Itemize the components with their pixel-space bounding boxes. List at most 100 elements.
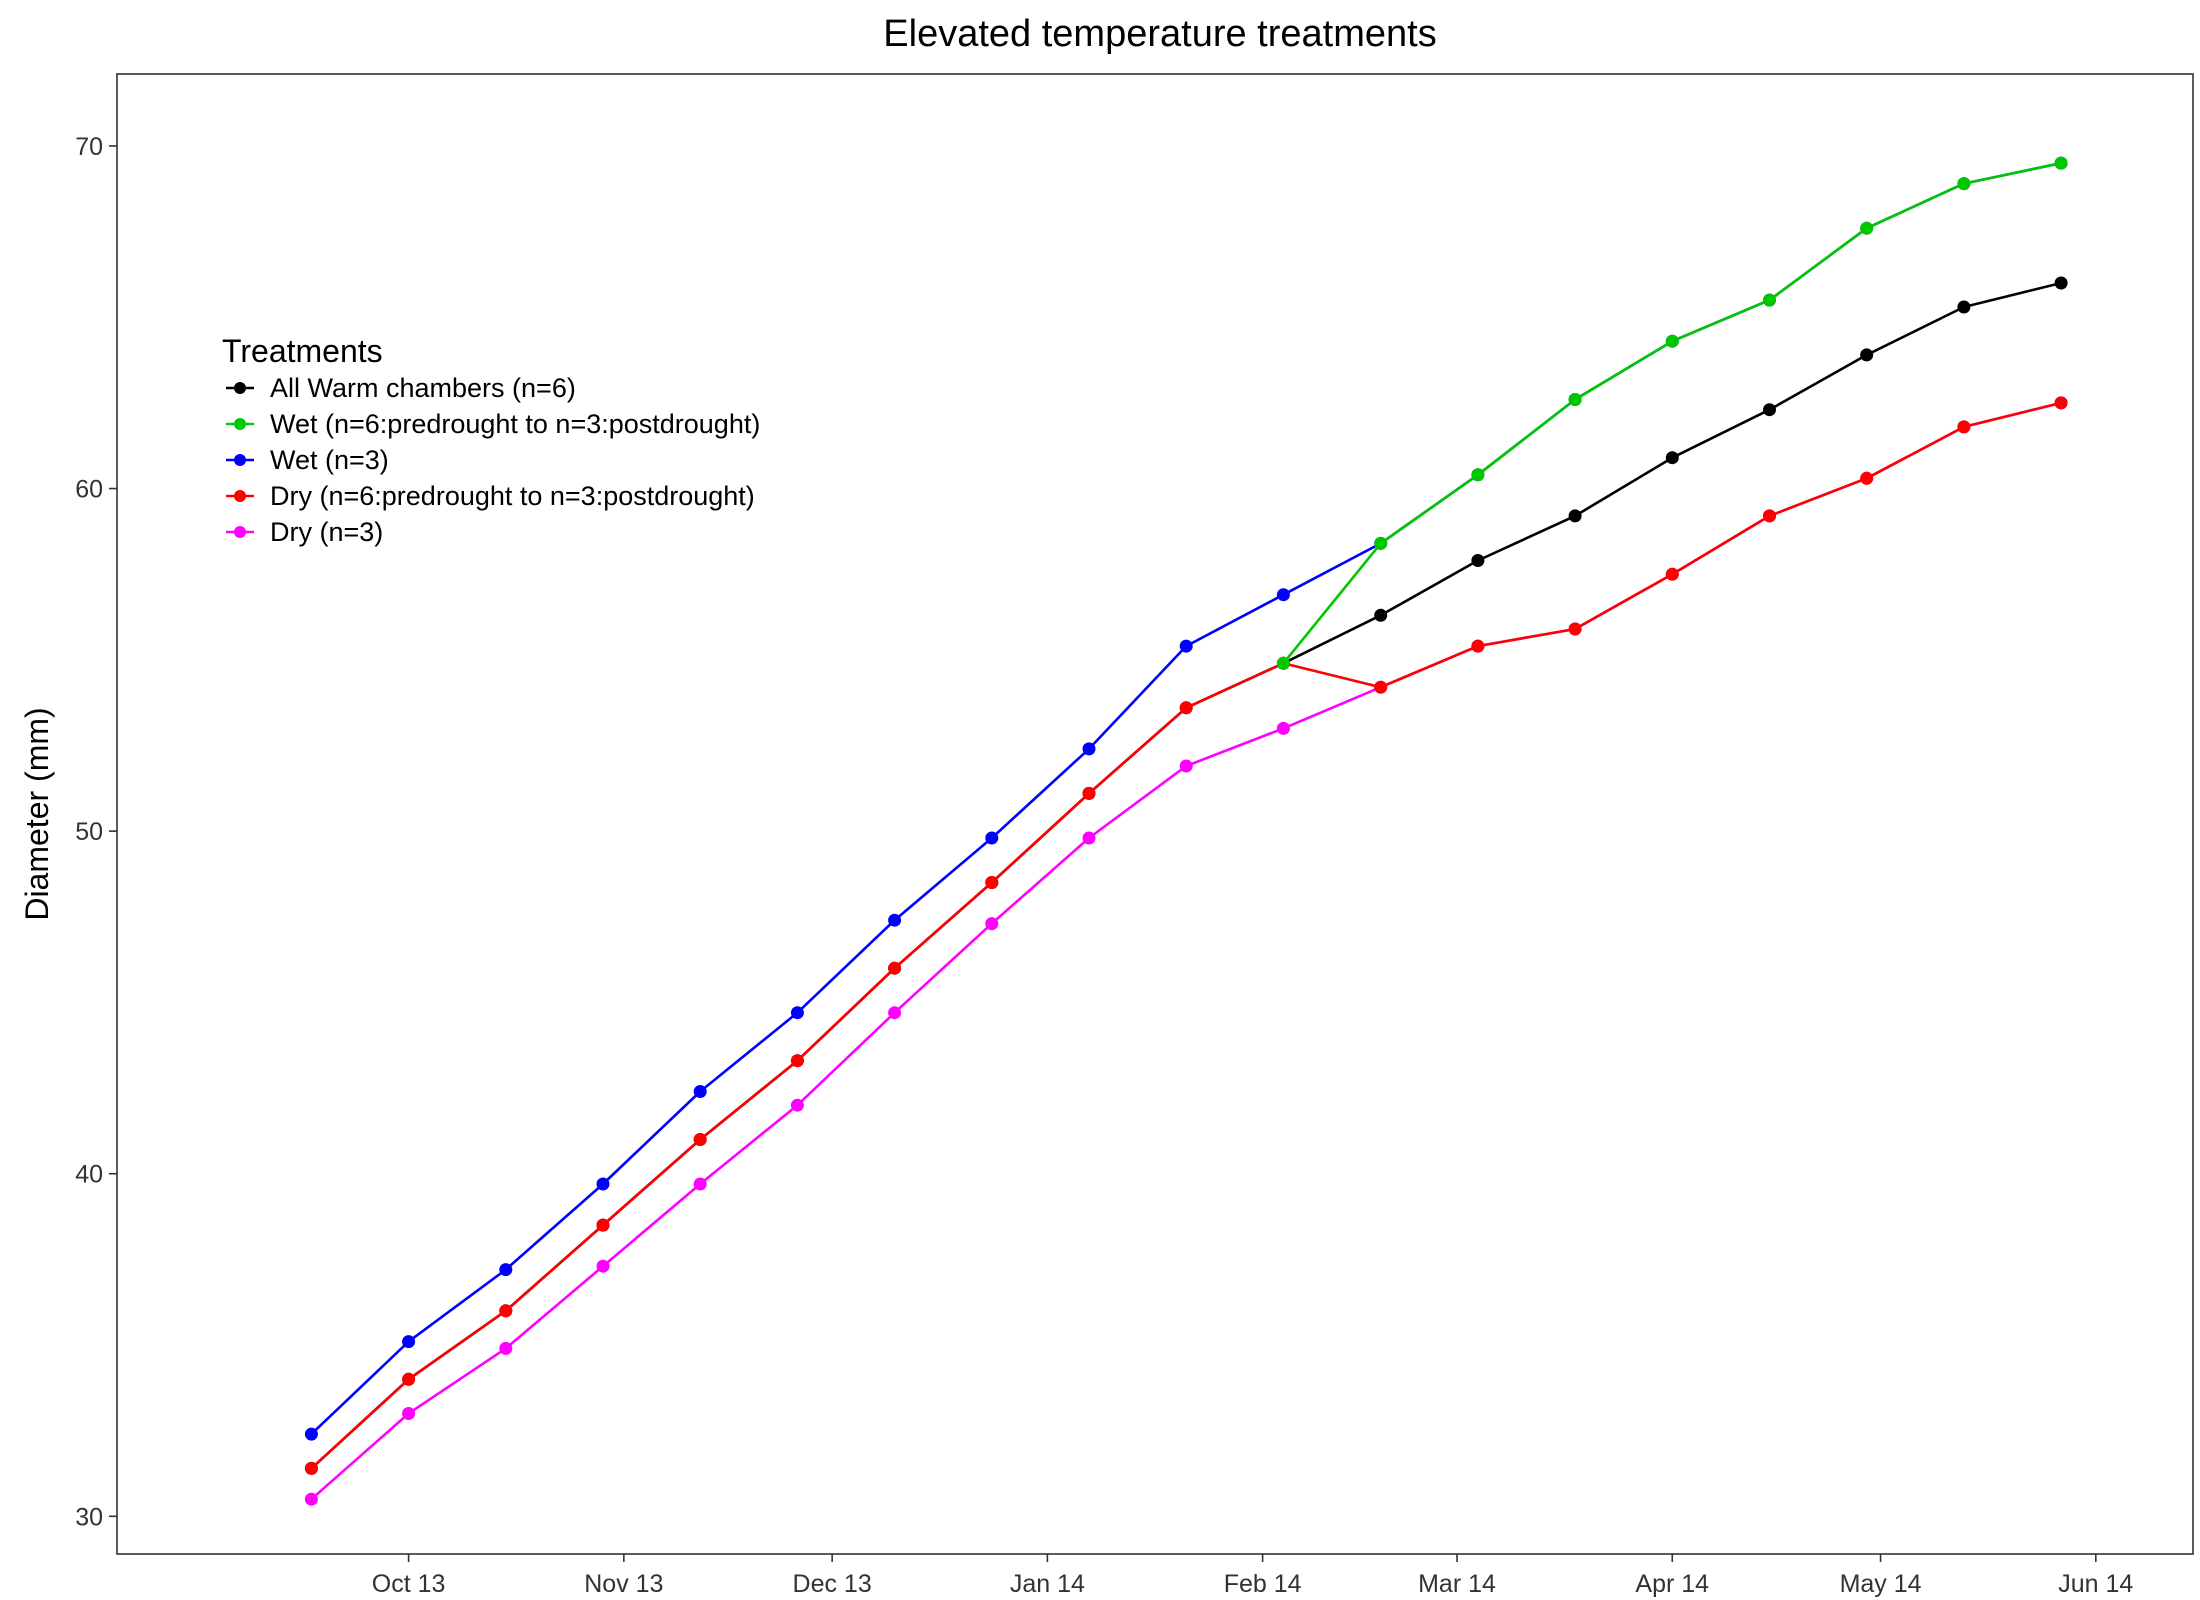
data-point — [402, 1407, 416, 1420]
data-point — [499, 1263, 513, 1277]
data-point — [1179, 759, 1193, 773]
legend-label: Wet (n=3) — [270, 445, 389, 475]
series-wet-n-6-predrought-to-n-3-postdrought — [1276, 156, 2068, 670]
legend-item: All Warm chambers (n=6) — [226, 373, 576, 403]
plot-panel — [116, 73, 2194, 1555]
data-point — [790, 1006, 804, 1020]
data-point — [1568, 622, 1582, 636]
data-point — [1665, 451, 1679, 465]
data-point — [1082, 742, 1096, 756]
x-tick-label: Feb 14 — [1224, 1570, 1302, 1598]
data-point — [1568, 393, 1582, 406]
legend-item: Dry (n=3) — [226, 517, 383, 547]
data-point — [499, 1304, 513, 1318]
data-point — [1763, 403, 1776, 417]
series-line — [310, 401, 2062, 1501]
series-wet-n-3 — [304, 156, 2068, 1441]
data-point — [985, 876, 999, 889]
x-axis: Oct 13 Nov 13 Dec 13 Jan 14 Feb 14 Mar 14 Apr … — [372, 1554, 2133, 1598]
data-point — [693, 1085, 707, 1098]
data-point — [596, 1177, 610, 1191]
legend-label: Dry (n=6:predrought to n=3:postdrought) — [270, 481, 755, 511]
data-point — [1276, 588, 1290, 602]
y-tick-label: 50 — [75, 818, 103, 846]
y-tick-label: 30 — [75, 1503, 103, 1531]
data-point — [1665, 334, 1679, 348]
x-tick-label: Dec 13 — [793, 1570, 872, 1598]
legend: Treatments All Warm chambers (n=6) Wet (n… — [222, 333, 760, 547]
legend-label: All Warm chambers (n=6) — [270, 373, 576, 403]
x-tick-label: Apr 14 — [1635, 1570, 1709, 1598]
legend-label: Dry (n=3) — [270, 517, 383, 547]
data-point — [1665, 567, 1679, 581]
legend-key-point — [234, 382, 246, 394]
data-point — [985, 831, 999, 845]
data-point — [693, 1133, 707, 1146]
data-point — [402, 1372, 416, 1386]
data-point — [304, 1492, 318, 1506]
data-point — [888, 961, 902, 975]
data-point — [1471, 554, 1485, 567]
x-tick-label: May 14 — [1840, 1570, 1922, 1598]
legend-title: Treatments — [222, 333, 383, 369]
data-point — [1082, 786, 1096, 800]
data-point — [1374, 680, 1388, 694]
series-dry-n-6-predrought-to-n-3-postdrought — [304, 396, 2068, 1475]
series-dry-n-3 — [304, 396, 2068, 1506]
data-point — [790, 1054, 804, 1068]
y-tick-label: 40 — [75, 1161, 103, 1189]
data-point — [596, 1259, 610, 1273]
legend-key-point — [234, 490, 246, 502]
x-tick-label: Nov 13 — [584, 1570, 663, 1598]
y-tick-label: 60 — [75, 476, 103, 504]
series-line — [1282, 161, 2062, 665]
data-point — [888, 1006, 902, 1020]
data-point — [985, 917, 999, 931]
y-axis: 30 40 50 60 70 — [75, 133, 117, 1531]
data-point — [499, 1341, 513, 1355]
legend-key-point — [234, 454, 246, 466]
data-point — [1471, 639, 1485, 653]
data-point — [1179, 639, 1193, 653]
data-point — [1374, 608, 1388, 622]
data-point — [2054, 276, 2068, 290]
data-point — [888, 913, 902, 927]
data-point — [304, 1427, 318, 1441]
data-point — [1763, 293, 1776, 307]
data-point — [1957, 177, 1971, 191]
data-point — [1374, 536, 1388, 550]
data-point — [1860, 348, 1874, 362]
legend-item: Wet (n=3) — [226, 445, 389, 475]
chart-title: Elevated temperature treatments — [883, 13, 1436, 55]
legend-item: Wet (n=6:predrought to n=3:postdrought) — [226, 409, 760, 439]
data-point — [1471, 468, 1485, 482]
y-tick-label: 70 — [75, 133, 103, 161]
series-line — [310, 401, 2062, 1470]
data-point — [1276, 721, 1290, 735]
x-tick-label: Oct 13 — [372, 1570, 446, 1598]
series-line — [310, 161, 2062, 1436]
legend-key-point — [234, 418, 246, 430]
data-point — [1763, 509, 1776, 523]
data-point — [1957, 300, 1971, 314]
data-point — [790, 1098, 804, 1112]
data-point — [1860, 471, 1874, 485]
data-point — [2054, 156, 2068, 170]
data-point — [1179, 701, 1193, 715]
data-point — [304, 1461, 318, 1475]
x-tick-label: Jan 14 — [1010, 1570, 1085, 1598]
legend-item: Dry (n=6:predrought to n=3:postdrought) — [226, 481, 755, 511]
data-point — [2054, 396, 2068, 410]
y-axis-title: Diameter (mm) — [19, 707, 55, 920]
series-layer — [304, 156, 2068, 1506]
x-tick-label: Mar 14 — [1418, 1570, 1496, 1598]
data-point — [1568, 509, 1582, 523]
x-tick-label: Jun 14 — [2058, 1570, 2133, 1598]
data-point — [402, 1335, 416, 1349]
data-point — [1860, 221, 1874, 235]
data-point — [693, 1177, 707, 1191]
data-point — [1276, 656, 1290, 670]
data-point — [1082, 831, 1096, 845]
legend-key-point — [234, 526, 246, 538]
